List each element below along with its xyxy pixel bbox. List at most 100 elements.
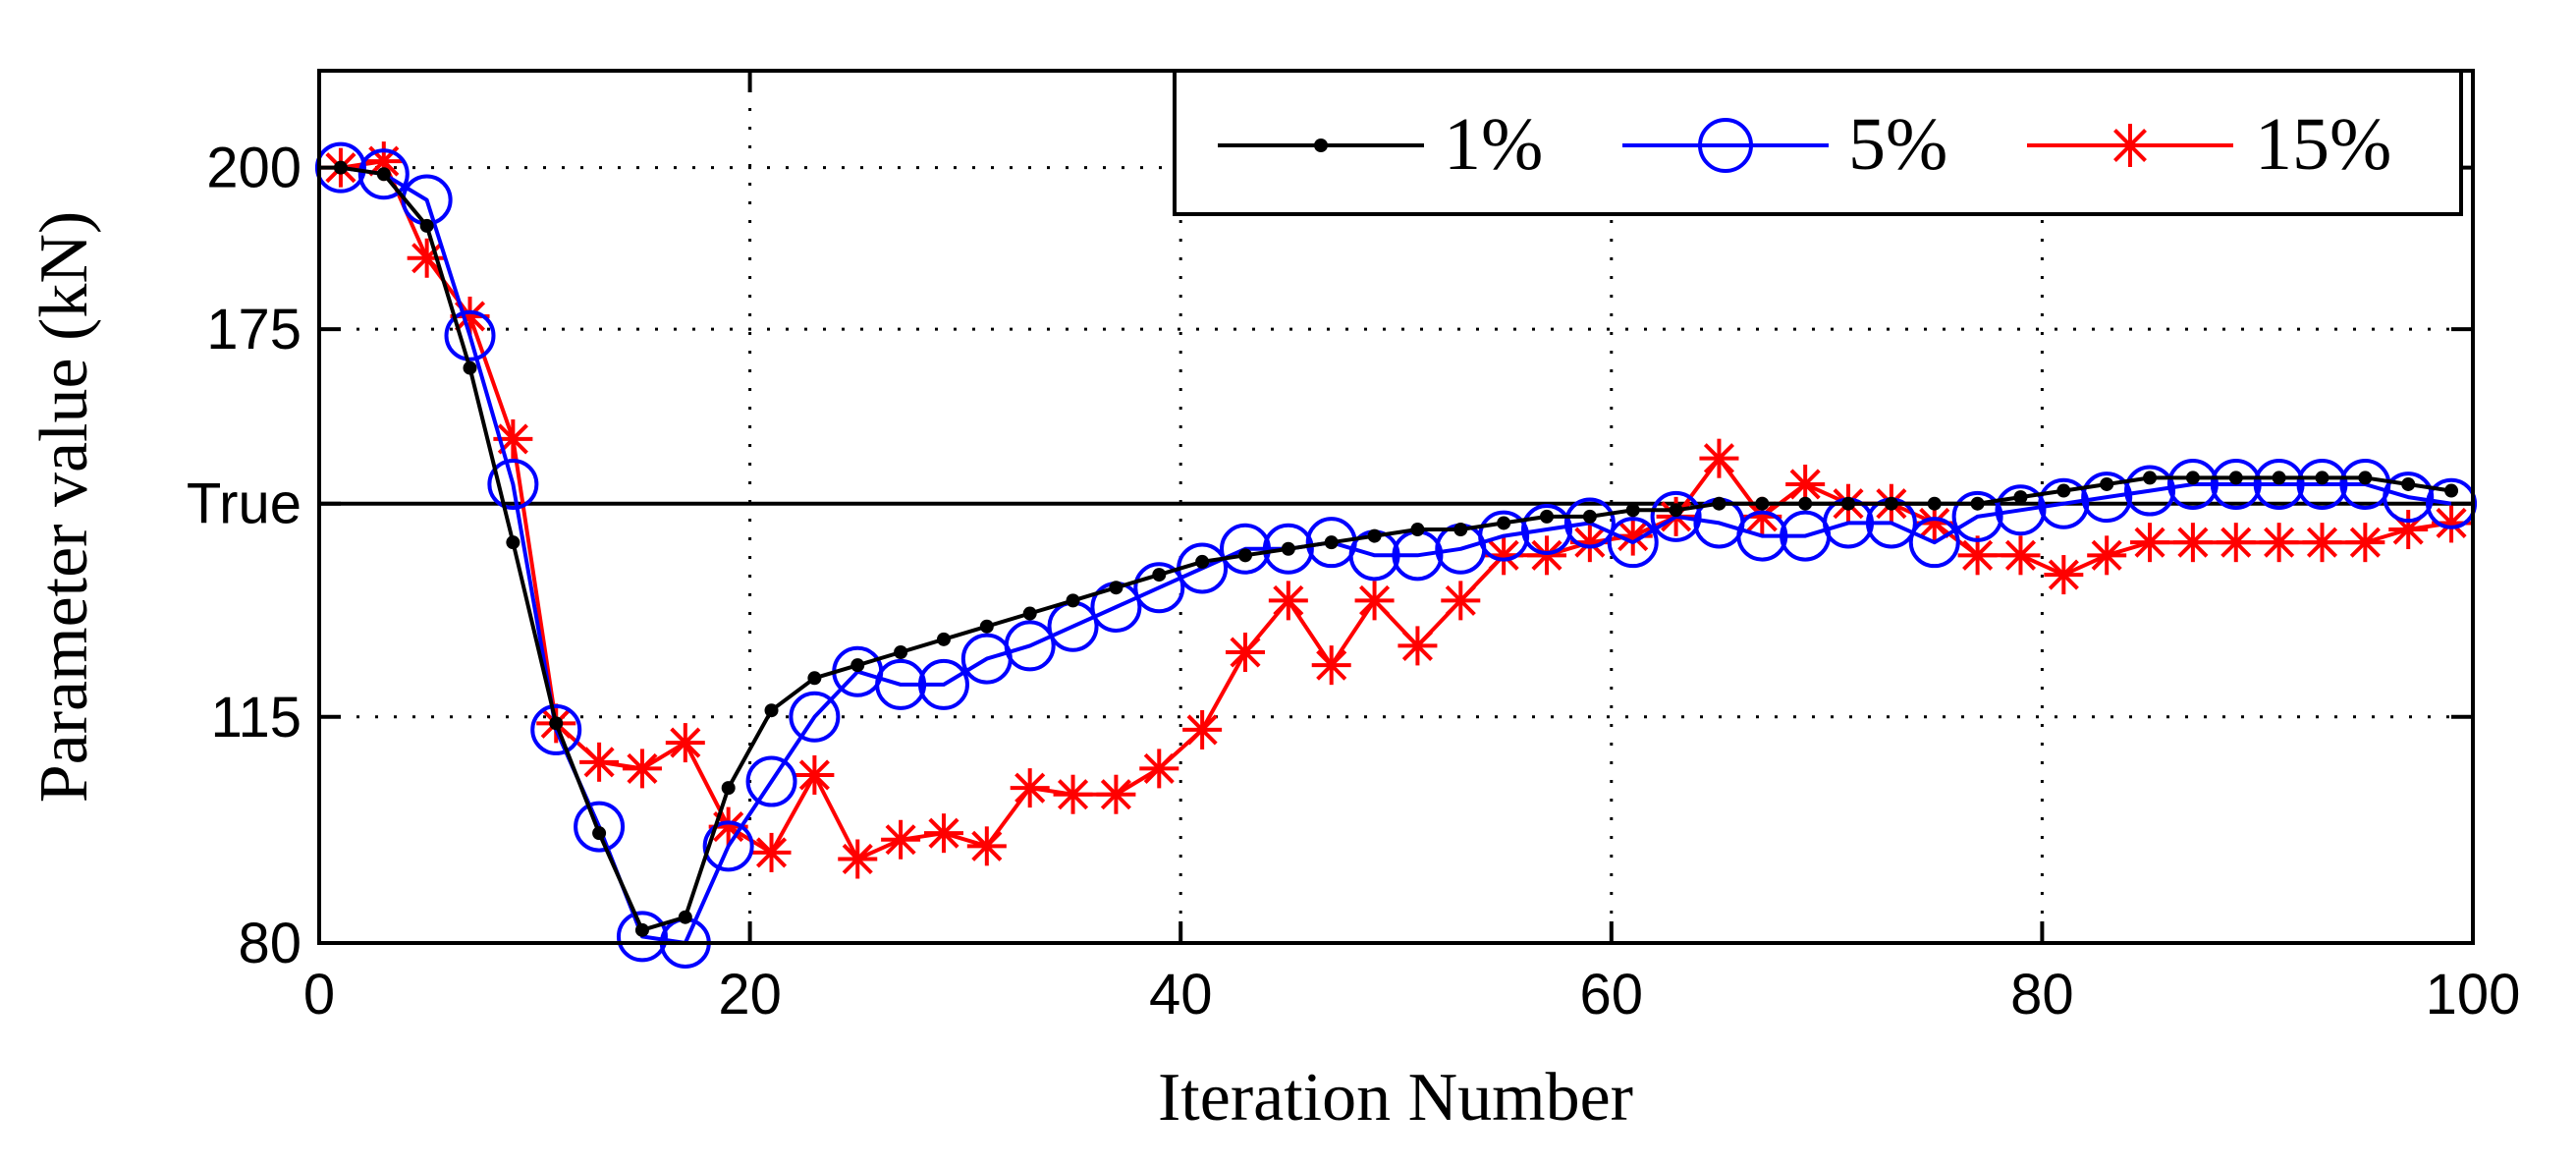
data-point: [419, 218, 434, 233]
x-tick-label: 20: [718, 963, 782, 1027]
data-point: [376, 167, 391, 182]
legend-label-5pct: 5%: [1848, 103, 1947, 186]
legend-marker-1pct: [1314, 139, 1328, 152]
data-point: [1712, 496, 1726, 511]
data-point: [2272, 471, 2286, 485]
data-point: [1441, 581, 1481, 621]
data-point: [894, 645, 908, 659]
data-point: [357, 148, 410, 200]
data-point: [634, 922, 649, 937]
data-point: [665, 723, 705, 763]
data-point: [2172, 523, 2213, 563]
data-point: [764, 703, 779, 718]
data-point: [1268, 581, 1308, 621]
data-point: [1527, 535, 1567, 576]
y-tick-label: True: [187, 472, 301, 536]
data-point: [1219, 523, 1271, 575]
data-point: [2253, 458, 2305, 510]
data-point: [1521, 504, 1573, 556]
series-1pct: [333, 160, 2459, 937]
data-point: [1540, 509, 1555, 524]
x-tick-label: 100: [2426, 963, 2521, 1027]
x-tick-label: 40: [1149, 963, 1213, 1027]
data-point: [923, 813, 963, 854]
data-point: [2130, 523, 2170, 563]
data-point: [1004, 620, 1056, 672]
data-point: [1736, 510, 1788, 562]
data-point: [702, 820, 754, 872]
data-point: [1139, 749, 1179, 789]
series-line: [340, 165, 2452, 945]
data-point: [1096, 774, 1136, 814]
data-point: [1324, 535, 1339, 550]
data-point: [1478, 510, 1530, 562]
data-point: [2426, 477, 2478, 529]
data-point: [2401, 476, 2416, 491]
x-axis-title: Iteration Number: [1158, 1060, 1633, 1136]
data-point: [979, 619, 994, 634]
data-point: [314, 141, 366, 194]
data-point: [1152, 568, 1167, 583]
series-line: [340, 165, 2452, 932]
data-point: [2302, 523, 2342, 563]
data-point: [1582, 509, 1597, 524]
data-point: [881, 819, 921, 860]
data-point: [2444, 483, 2459, 498]
data-point: [2143, 471, 2158, 485]
data-point: [2185, 471, 2200, 485]
series-line: [340, 159, 2452, 861]
data-point: [592, 826, 607, 841]
legend-marker-5pct: [1698, 118, 1753, 173]
data-point: [751, 832, 792, 872]
data-point: [407, 238, 447, 278]
data-point: [549, 716, 564, 731]
legend: 1% 5% 15%: [1173, 69, 2463, 216]
data-point: [1225, 633, 1265, 672]
data-point: [1995, 484, 2047, 536]
legend-box: [1173, 69, 2463, 216]
data-point: [579, 742, 620, 782]
data-point: [1398, 626, 1438, 666]
data-point: [2296, 458, 2348, 510]
data-point: [1497, 516, 1511, 530]
data-point: [1970, 496, 1985, 511]
data-point: [1798, 496, 1813, 511]
data-point: [2044, 555, 2084, 595]
data-point: [2345, 523, 2385, 563]
data-point: [574, 801, 626, 853]
data-point: [444, 309, 496, 361]
data-point: [2038, 477, 2090, 529]
data-point: [1367, 528, 1382, 543]
data-point: [1755, 496, 1770, 511]
ticks: 0 20 40 60 80 100 80 115 True 175 200: [187, 71, 2521, 1027]
series-5pct: [314, 141, 2478, 969]
data-point: [1354, 581, 1395, 621]
data-point: [1927, 496, 1942, 511]
data-point: [2013, 490, 2028, 505]
data-point: [1022, 606, 1037, 621]
data-point: [936, 632, 951, 646]
data-point: [1010, 768, 1050, 808]
data-point: [487, 458, 539, 510]
data-point: [2087, 535, 2127, 576]
data-point: [807, 671, 822, 686]
data-point: [1625, 503, 1640, 518]
data-point: [1195, 554, 1210, 569]
y-axis-title: Parameter value (kN): [27, 211, 102, 804]
data-point: [2166, 458, 2219, 510]
data-point: [616, 911, 668, 963]
data-point: [1311, 645, 1351, 686]
data-point: [622, 749, 662, 789]
data-point: [2124, 465, 2176, 517]
x-tick-label: 80: [2010, 963, 2074, 1027]
data-point: [745, 755, 797, 807]
data-point: [2383, 472, 2435, 524]
data-point: [1109, 581, 1124, 595]
data-point: [721, 781, 736, 796]
data-point: [2001, 535, 2041, 576]
data-point: [1908, 517, 1960, 569]
data-point: [875, 658, 927, 710]
x-tick-label: 0: [303, 963, 335, 1027]
data-point: [1453, 523, 1468, 537]
